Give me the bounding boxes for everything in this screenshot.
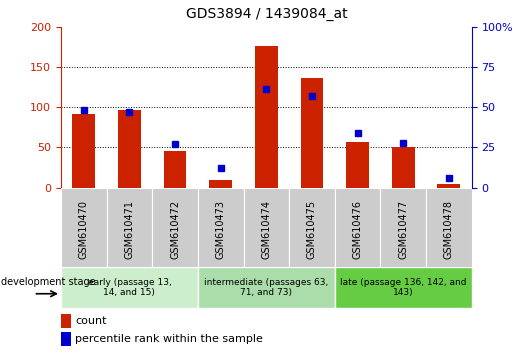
Bar	[61, 188, 107, 267]
Text: intermediate (passages 63,
71, and 73): intermediate (passages 63, 71, and 73)	[204, 278, 329, 297]
Text: GSM610478: GSM610478	[444, 200, 454, 258]
Bar	[164, 150, 187, 188]
Text: GSM610477: GSM610477	[398, 200, 408, 259]
Bar	[118, 109, 141, 188]
Text: GSM610476: GSM610476	[352, 200, 363, 258]
Bar	[209, 181, 232, 188]
Bar	[198, 267, 335, 308]
Bar	[61, 267, 198, 308]
Text: late (passage 136, 142, and
143): late (passage 136, 142, and 143)	[340, 278, 466, 297]
Bar	[301, 78, 323, 188]
Bar	[107, 188, 152, 267]
Bar	[426, 188, 472, 267]
Bar	[243, 188, 289, 267]
Title: GDS3894 / 1439084_at: GDS3894 / 1439084_at	[186, 7, 347, 21]
Text: GSM610473: GSM610473	[216, 200, 226, 258]
Text: GSM610475: GSM610475	[307, 200, 317, 259]
Bar	[335, 267, 472, 308]
Bar	[392, 147, 414, 188]
Bar	[152, 188, 198, 267]
Text: GSM610472: GSM610472	[170, 200, 180, 259]
Text: GSM610474: GSM610474	[261, 200, 271, 258]
Bar	[346, 142, 369, 188]
Bar	[381, 188, 426, 267]
Bar	[73, 114, 95, 188]
Bar	[61, 314, 71, 328]
Bar	[335, 188, 381, 267]
Text: percentile rank within the sample: percentile rank within the sample	[75, 335, 263, 344]
Bar	[61, 332, 71, 346]
Bar	[255, 46, 278, 188]
Text: development stage: development stage	[1, 276, 96, 286]
Text: GSM610471: GSM610471	[125, 200, 135, 258]
Text: count: count	[75, 316, 107, 326]
Bar	[198, 188, 243, 267]
Text: GSM610470: GSM610470	[79, 200, 89, 258]
Text: early (passage 13,
14, and 15): early (passage 13, 14, and 15)	[87, 278, 171, 297]
Bar	[437, 184, 460, 188]
Bar	[289, 188, 335, 267]
